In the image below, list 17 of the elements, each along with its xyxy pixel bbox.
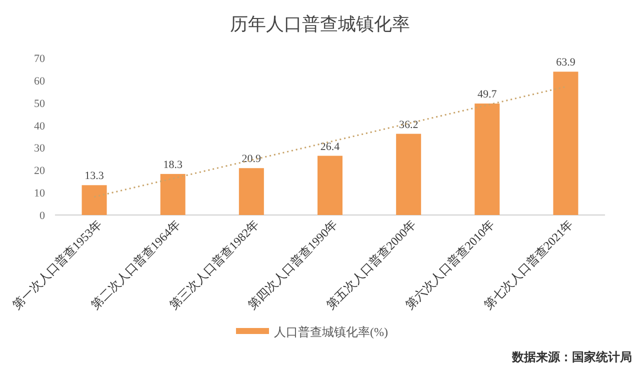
data-label: 36.2 (398, 118, 418, 131)
ytick: 70 (34, 53, 45, 65)
data-label: 49.7 (478, 88, 497, 101)
ytick: 40 (34, 120, 45, 132)
data-label: 13.3 (84, 170, 104, 182)
ytick: 0 (40, 210, 45, 222)
ytick: 50 (34, 98, 45, 110)
legend: 人口普查城镇化率(%) (274, 325, 388, 339)
annotation: 数据来源：国家统计局 (512, 350, 632, 364)
data-label: 63.9 (556, 56, 576, 69)
data-label: 26.4 (320, 140, 340, 153)
title: 历年人口普查城镇化率 (230, 14, 410, 34)
ytick: 20 (34, 165, 45, 178)
ytick: 60 (34, 75, 45, 88)
ytick: 30 (34, 142, 45, 155)
ytick: 10 (34, 188, 45, 200)
data-label: 18.3 (163, 158, 182, 171)
